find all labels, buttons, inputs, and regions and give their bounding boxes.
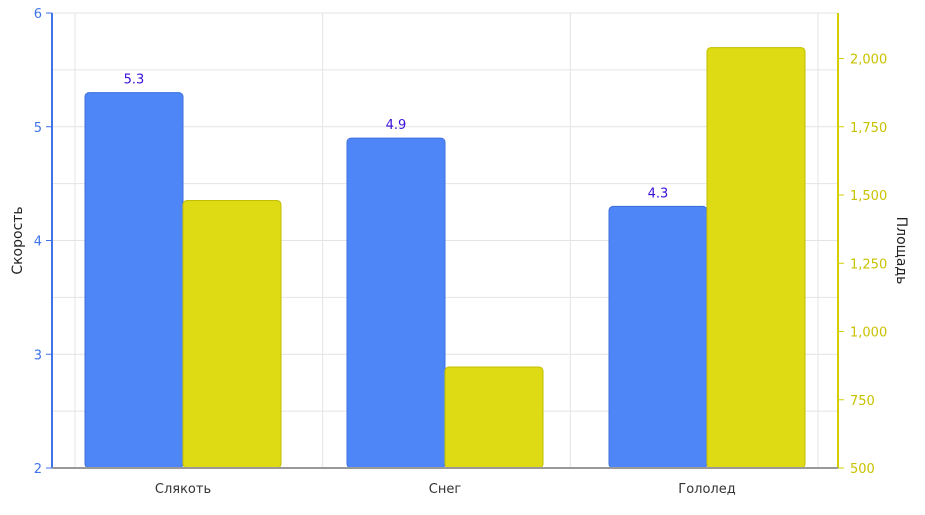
left-tick-label: 2 — [34, 462, 42, 477]
data-label: 4.9 — [386, 118, 407, 133]
right-tick-label: 500 — [850, 462, 875, 477]
bars: 5.3 4.9 4.3 — [84, 47, 806, 469]
right-tick-label: 2,000 — [850, 53, 887, 68]
right-axis-title: Площадь — [893, 217, 909, 285]
bar-speed — [84, 92, 184, 469]
bar-speed — [346, 137, 446, 469]
left-tick-label: 5 — [34, 121, 42, 136]
data-label: 5.3 — [124, 73, 145, 88]
right-tick-label: 1,250 — [850, 257, 887, 272]
right-tick-label: 1,500 — [850, 189, 887, 204]
category-label: Снег — [429, 482, 462, 497]
tick-labels: 2 3 4 5 6 500 750 1,000 1,250 1,500 1,750 2,000 Сляк… — [34, 7, 888, 497]
right-tick-label: 1,000 — [850, 326, 887, 341]
category-label: Слякоть — [155, 482, 211, 497]
data-label: 4.3 — [648, 186, 669, 201]
category-label: Гололед — [678, 482, 735, 497]
left-tick-label: 6 — [34, 7, 42, 22]
left-axis-title: Скорость — [10, 206, 26, 274]
bar-area — [706, 47, 806, 469]
axes — [46, 12, 844, 469]
bar-area — [182, 199, 282, 469]
bar-area — [444, 366, 544, 469]
left-tick-label: 3 — [34, 348, 42, 363]
right-tick-label: 1,750 — [850, 121, 887, 136]
left-tick-label: 4 — [34, 235, 42, 250]
bar-speed — [608, 205, 708, 469]
right-tick-label: 750 — [850, 394, 875, 409]
